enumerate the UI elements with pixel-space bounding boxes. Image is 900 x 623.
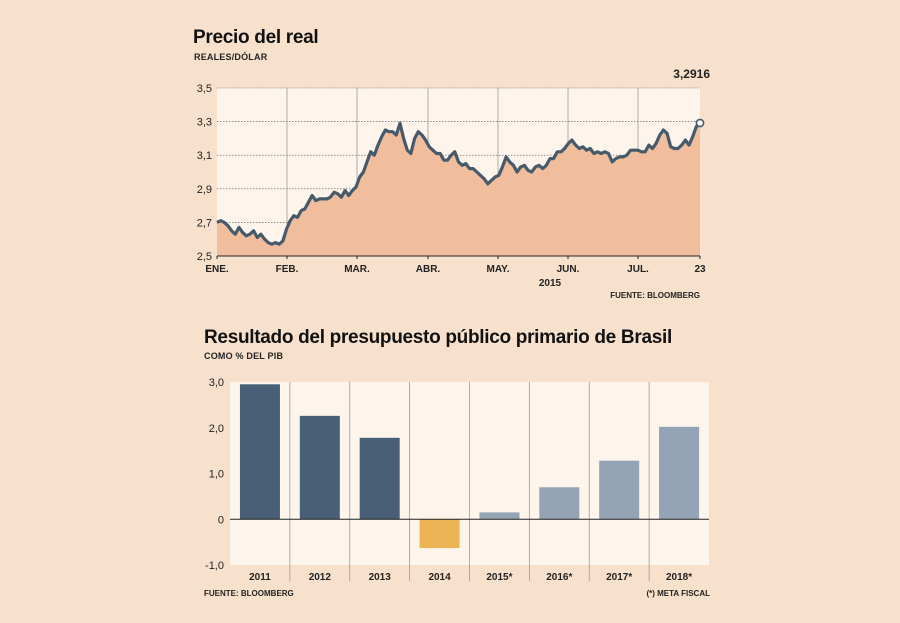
bar-chart-y-tick-label: 3,0 bbox=[209, 377, 224, 389]
line-chart-y-tick-label: 3,5 bbox=[197, 83, 212, 95]
bar-chart-y-tick-labels: 3,0 2,0 1,0 0 -1,0 bbox=[205, 377, 224, 572]
bar-chart-x-tick-label: 2011 bbox=[249, 572, 271, 583]
line-chart-source: FUENTE: BLOOMBERG bbox=[610, 291, 700, 300]
line-chart-x-tick-label: 23 bbox=[694, 264, 706, 275]
line-chart-y-tick-label: 3,3 bbox=[197, 117, 212, 129]
bar-chart-bars bbox=[239, 384, 700, 549]
bar-2012 bbox=[299, 415, 340, 520]
line-chart-y-tick-label: 2,9 bbox=[197, 184, 212, 196]
line-chart-y-tick-label: 2,7 bbox=[197, 217, 212, 229]
line-chart-x-tick-labels: ENE. FEB. MAR. ABR. MAY. JUN. JUL. 23 bbox=[205, 256, 706, 275]
bar-chart-y-tick-label: 2,0 bbox=[209, 423, 224, 435]
bar-chart-category-gridlines bbox=[289, 382, 650, 581]
bar-chart-y-tick-label: -1,0 bbox=[205, 560, 224, 572]
line-chart-x-tick-label: MAR. bbox=[344, 264, 370, 275]
bar-chart-x-tick-label: 2013 bbox=[369, 572, 392, 583]
line-chart-x-tick-label: JUL. bbox=[627, 264, 649, 275]
line-chart-y-tick-labels: 3,5 3,3 3,1 2,9 2,7 2,5 bbox=[197, 83, 212, 263]
line-chart-last-point-marker bbox=[695, 118, 705, 128]
bar-2015 bbox=[479, 512, 520, 520]
bar-chart-x-tick-label: 2015* bbox=[486, 572, 512, 583]
bar-chart-subtitle: COMO % DEL PIB bbox=[204, 351, 284, 361]
bar-chart-note: (*) META FISCAL bbox=[646, 589, 710, 598]
line-chart-area-fill bbox=[217, 123, 700, 256]
bar-chart-source: FUENTE: BLOOMBERG bbox=[204, 589, 294, 598]
bar-2016 bbox=[539, 487, 580, 520]
bar-2014 bbox=[419, 519, 460, 549]
bar-2013 bbox=[359, 437, 400, 520]
line-chart-title: Precio del real bbox=[193, 27, 319, 48]
bar-chart-x-tick-labels: 2011 2012 2013 2014 2015* 2016* 2017* 2018* bbox=[249, 572, 692, 583]
bar-2011 bbox=[239, 384, 280, 520]
line-chart-series-line bbox=[216, 121, 702, 246]
bar-2018 bbox=[659, 426, 700, 520]
line-chart-y-tick-label: 2,5 bbox=[197, 251, 212, 263]
bar-chart-x-tick-label: 2018* bbox=[666, 572, 692, 583]
bar-chart-x-tick-label: 2016* bbox=[546, 572, 572, 583]
bar-chart-x-tick-label: 2017* bbox=[606, 572, 632, 583]
line-chart-x-tick-label: ENE. bbox=[205, 264, 229, 275]
line-chart-x-tick-label: FEB. bbox=[276, 264, 299, 275]
line-chart-x-tick-label: JUN. bbox=[557, 264, 580, 275]
line-chart-x-tick-label: ABR. bbox=[416, 264, 441, 275]
bar-chart-y-tick-label: 1,0 bbox=[209, 469, 224, 481]
bar-chart-x-tick-label: 2012 bbox=[309, 572, 332, 583]
line-chart-x-tick-label: MAY. bbox=[487, 264, 510, 275]
line-chart-subtitle: REALES/DÓLAR bbox=[194, 52, 268, 62]
line-chart-y-tick-label: 3,1 bbox=[197, 150, 212, 162]
bar-chart-y-tick-label: 0 bbox=[218, 514, 224, 526]
bar-2017 bbox=[599, 460, 640, 520]
bar-chart-title: Resultado del presupuesto público primar… bbox=[204, 327, 672, 348]
line-chart-last-value-label: 3,2916 bbox=[673, 67, 710, 81]
bar-chart-x-tick-label: 2014 bbox=[428, 572, 451, 583]
line-chart-year-label: 2015 bbox=[539, 278, 562, 289]
line-chart: 3,5 3,3 3,1 2,9 2,7 2,5 ENE. FEB. MAR. ABR. MAY. J… bbox=[197, 67, 711, 300]
